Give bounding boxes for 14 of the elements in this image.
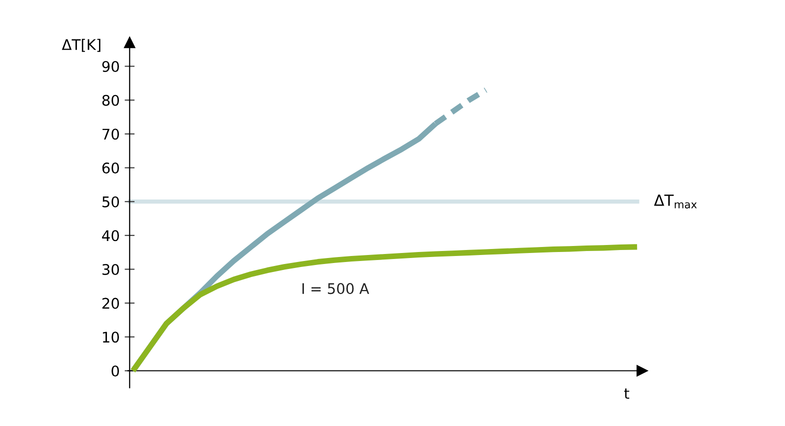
y-tick-label: 50 <box>102 196 119 208</box>
y-tick-label: 60 <box>102 162 119 174</box>
y-tick-label: 70 <box>102 128 119 140</box>
y-tick-label: 80 <box>102 94 119 106</box>
y-tick-label: 10 <box>102 332 119 343</box>
y-tick-label: 30 <box>102 264 119 276</box>
y-tick-label: 20 <box>102 298 119 309</box>
x-axis-title: t <box>624 388 630 399</box>
y-tick-label: 40 <box>102 230 119 242</box>
y-tick-label: 0 <box>112 365 119 376</box>
y-axis-title: ΔT[K] <box>62 38 100 52</box>
y-tick-label: 90 <box>102 61 119 72</box>
series-label: I = 500 A <box>302 283 370 294</box>
ref-line-label: ΔT$_{max}$ <box>654 194 697 208</box>
